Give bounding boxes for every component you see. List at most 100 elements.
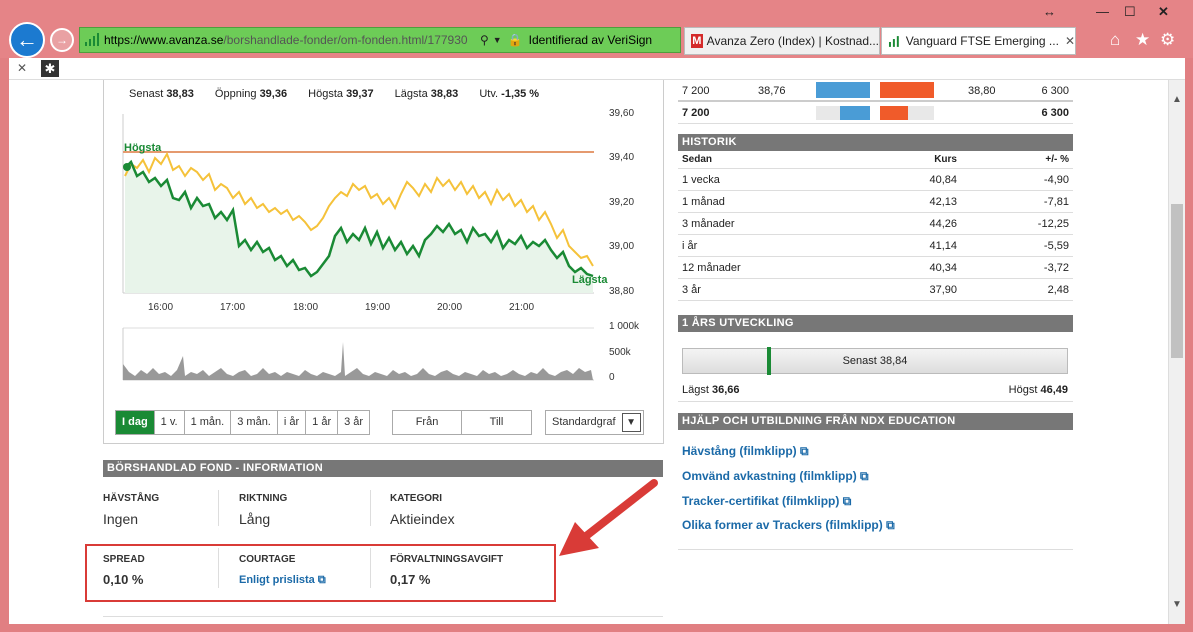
link-omvand[interactable]: Omvänd avkastning (filmklipp) ⧉ [682,469,869,484]
x-tick: 16:00 [148,302,174,313]
volume-bars [123,342,593,380]
close-window-icon[interactable]: ✕ [1158,4,1169,19]
identity-label[interactable]: Identifierad av VeriSign [528,33,653,47]
price-chart[interactable]: Högsta Lägsta 39,60 39,40 39,20 39,00 38… [9,80,669,390]
link-havstang[interactable]: Hävstång (filmklipp) ⧉ [682,444,809,459]
command-bar: ✕ ✱ [9,58,1185,80]
period: i år [682,240,698,252]
close-icon[interactable]: ✕ [17,61,28,75]
hogsta-label: Högsta [308,88,344,100]
historik-row: i år 41,14 -5,59 [678,235,1073,257]
link-text: Omvänd avkastning (filmklipp) [682,469,857,483]
price-line [124,159,594,278]
link-trackers-former[interactable]: Olika former av Trackers (filmklipp) ⧉ [682,518,895,533]
external-link-icon: ⧉ [842,494,852,508]
settings-gear-icon[interactable]: ⚙ [1160,30,1176,49]
link-text: Olika former av Trackers (filmklipp) [682,518,883,532]
year-marker [767,347,772,375]
external-link-icon: ⧉ [886,518,895,532]
lock-icon[interactable]: 🔒 [507,33,523,47]
minimize-icon[interactable]: — [1096,4,1109,19]
address-bar[interactable]: https://www.avanza.se/borshandlade-fonde… [79,27,681,53]
signal-icon [85,33,99,46]
link-tracker[interactable]: Tracker-certifikat (filmklipp) ⧉ [682,494,851,509]
orderbook-row: 7 200 38,76 38,80 6 300 [678,80,1073,102]
range-button-1w[interactable]: 1 v. [155,411,185,434]
maximize-icon[interactable]: ☐ [1124,4,1136,19]
range-button-3m[interactable]: 3 mån. [231,411,278,434]
period: 1 månad [682,196,725,208]
lagst-label: Lägst [682,384,709,396]
favorites-star-icon[interactable]: ★ [1135,30,1151,49]
link-text: Hävstång (filmklipp) [682,444,797,458]
scroll-up-icon[interactable]: ▲ [1172,94,1182,105]
historik-row: 3 månader 44,26 -12,25 [678,213,1073,235]
range-button-1m[interactable]: 1 mån. [185,411,232,434]
external-link-icon: ⧉ [317,574,326,586]
forward-button[interactable]: → [50,28,74,52]
y-tick: 38,80 [609,286,635,297]
to-button[interactable]: Till [489,416,504,428]
tab-label: Avanza Zero (Index) | Kostnad... [706,34,879,48]
back-button[interactable]: ← [9,22,45,58]
courtage-label: COURTAGE [239,554,296,565]
chevron-down-icon[interactable]: ▼ [621,413,641,432]
from-button[interactable]: Från [393,411,462,434]
range-button-ytd[interactable]: i år [278,411,307,434]
courtage-link-text: Enligt prislista [239,574,315,586]
historik-row: 1 månad 42,13 -7,81 [678,191,1073,213]
scroll-down-icon[interactable]: ▼ [1172,599,1182,610]
x-tick: 19:00 [365,302,391,313]
avgift-value: 0,17 % [390,572,431,587]
search-icon[interactable]: ⚲ [480,33,489,47]
dropdown-icon[interactable]: ▼ [492,35,502,45]
range-button-3y[interactable]: 3 år [344,416,364,428]
col-pct: +/- % [1045,154,1069,165]
restore-icon[interactable]: ↔ [1043,4,1056,19]
x-tick: 21:00 [509,302,535,313]
tab-vanguard[interactable]: Vanguard FTSE Emerging ... ✕ [881,27,1076,55]
orderbook-total: 7 200 6 300 [678,102,1073,124]
range-button-1y[interactable]: 1 år [306,411,339,434]
kurs: 40,84 [929,174,957,186]
web-page: Senast 38,83 Öppning 39,36 Högsta 39,37 … [9,80,1185,624]
avgift-label: FÖRVALTNINGSAVGIFT [390,554,504,565]
avanza-favicon-icon: M [691,34,703,48]
divider [218,548,219,588]
riktning-label: RIKTNING [239,493,288,504]
highlight-box [85,544,556,602]
chart-type-select[interactable]: Standardgraf ▼ [545,410,644,435]
bid-bar [816,82,870,98]
change: -7,81 [1043,196,1069,208]
utv-value: -1,35 % [501,88,540,100]
change: -4,90 [1043,174,1069,186]
range-button-today[interactable]: I dag [116,411,155,434]
riktning-value: Lång [239,511,271,527]
tab-avanza-zero[interactable]: M Avanza Zero (Index) | Kostnad... [684,27,880,55]
chart-type-value: Standardgraf [552,416,616,428]
year-senast: Senast 38,84 [842,355,908,367]
hogsta-value: 39,37 [346,88,374,100]
close-tab-icon[interactable]: ✕ [1064,34,1075,48]
volume-tick: 1 000k [609,321,640,332]
utveckling-header: 1 ÅRS UTVECKLING [678,315,1073,332]
y-tick: 39,40 [609,152,635,163]
scrollbar-thumb[interactable] [1171,204,1183,358]
x-tick: 17:00 [220,302,246,313]
home-icon[interactable]: ⌂ [1110,30,1121,49]
addon-icon[interactable]: ✱ [41,60,59,77]
courtage-link[interactable]: Enligt prislista ⧉ [239,574,326,587]
historik-row: 1 vecka 40,84 -4,90 [678,169,1073,191]
lagsta-label: Lägsta [394,88,428,100]
y-tick: 39,60 [609,108,635,119]
date-range-group: Från Till [392,410,532,435]
x-tick: 20:00 [437,302,463,313]
vertical-scrollbar[interactable]: ▲ ▼ [1168,80,1185,624]
url-text: https://www.avanza.se/borshandlade-fonde… [104,33,468,47]
period: 3 år [682,284,701,296]
signal-icon [888,36,899,47]
ask-bar [880,106,908,120]
y-tick: 39,20 [609,197,635,208]
ask-qty: 6 300 [1041,85,1069,97]
historik-row: 3 år 37,90 2,48 [678,279,1073,301]
